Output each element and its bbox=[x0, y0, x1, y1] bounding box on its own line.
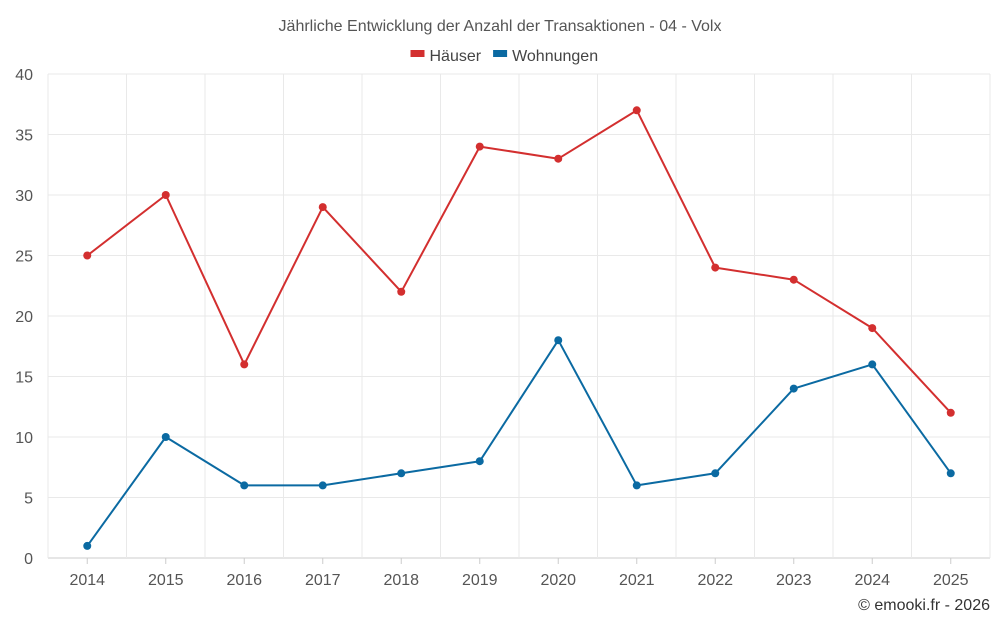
x-tick-label: 2023 bbox=[776, 572, 812, 589]
data-point[interactable] bbox=[789, 275, 798, 284]
data-point[interactable] bbox=[475, 457, 484, 466]
data-point[interactable] bbox=[946, 408, 955, 417]
data-point[interactable] bbox=[397, 469, 406, 478]
y-tick-label: 15 bbox=[15, 370, 33, 387]
x-tick-label: 2024 bbox=[854, 572, 890, 589]
data-point[interactable] bbox=[554, 154, 563, 163]
x-tick-label: 2019 bbox=[462, 572, 498, 589]
legend-label[interactable]: Häuser bbox=[430, 48, 482, 65]
y-tick-label: 25 bbox=[15, 249, 33, 266]
legend-label[interactable]: Wohnungen bbox=[512, 48, 598, 65]
data-point[interactable] bbox=[240, 360, 249, 369]
series-group bbox=[83, 106, 955, 550]
data-point[interactable] bbox=[397, 287, 406, 296]
y-tick-label: 20 bbox=[15, 309, 33, 326]
x-tick-label: 2016 bbox=[226, 572, 262, 589]
data-point[interactable] bbox=[632, 481, 641, 490]
data-point[interactable] bbox=[161, 191, 170, 199]
data-point[interactable] bbox=[83, 251, 92, 260]
series-line-0 bbox=[86, 109, 952, 414]
y-tick-label: 40 bbox=[15, 67, 33, 84]
legend: Häuser Wohnungen bbox=[410, 48, 598, 65]
data-point[interactable] bbox=[475, 142, 484, 151]
y-tick-label: 10 bbox=[15, 430, 33, 447]
legend-swatch bbox=[410, 50, 425, 57]
data-point[interactable] bbox=[240, 481, 249, 490]
x-tick-label: 2014 bbox=[69, 572, 105, 589]
data-point[interactable] bbox=[711, 469, 720, 478]
data-point[interactable] bbox=[83, 541, 92, 550]
grid-lines bbox=[47, 73, 991, 559]
data-point[interactable] bbox=[318, 203, 327, 212]
y-tick-label: 0 bbox=[24, 551, 33, 568]
credit-text: © emooki.fr - 2026 bbox=[858, 597, 990, 614]
data-point[interactable] bbox=[318, 481, 327, 490]
y-axis: 0 5 10 15 20 25 30 35 40 bbox=[15, 67, 33, 568]
data-point[interactable] bbox=[161, 433, 170, 441]
data-point[interactable] bbox=[554, 336, 563, 345]
x-tick-label: 2017 bbox=[305, 572, 341, 589]
x-axis: 2014 2015 2016 2017 2018 2019 2020 2021 2022 2023… bbox=[69, 558, 969, 589]
data-point[interactable] bbox=[632, 106, 641, 115]
data-point[interactable] bbox=[868, 324, 877, 333]
y-tick-label: 35 bbox=[15, 128, 33, 145]
data-point[interactable] bbox=[946, 469, 955, 478]
x-tick-label: 2021 bbox=[619, 572, 655, 589]
x-tick-label: 2022 bbox=[697, 572, 733, 589]
data-point[interactable] bbox=[711, 263, 720, 272]
chart-title: Jährliche Entwicklung der Anzahl der Tra… bbox=[279, 18, 722, 35]
x-tick-label: 2025 bbox=[933, 572, 969, 589]
x-tick-label: 2018 bbox=[383, 572, 419, 589]
y-tick-label: 30 bbox=[15, 188, 33, 205]
x-tick-label: 2015 bbox=[148, 572, 184, 589]
data-point[interactable] bbox=[868, 360, 877, 369]
series-line-1 bbox=[86, 339, 952, 547]
x-tick-label: 2020 bbox=[540, 572, 576, 589]
legend-swatch bbox=[493, 50, 508, 57]
y-tick-label: 5 bbox=[24, 491, 33, 508]
data-point[interactable] bbox=[789, 384, 798, 393]
